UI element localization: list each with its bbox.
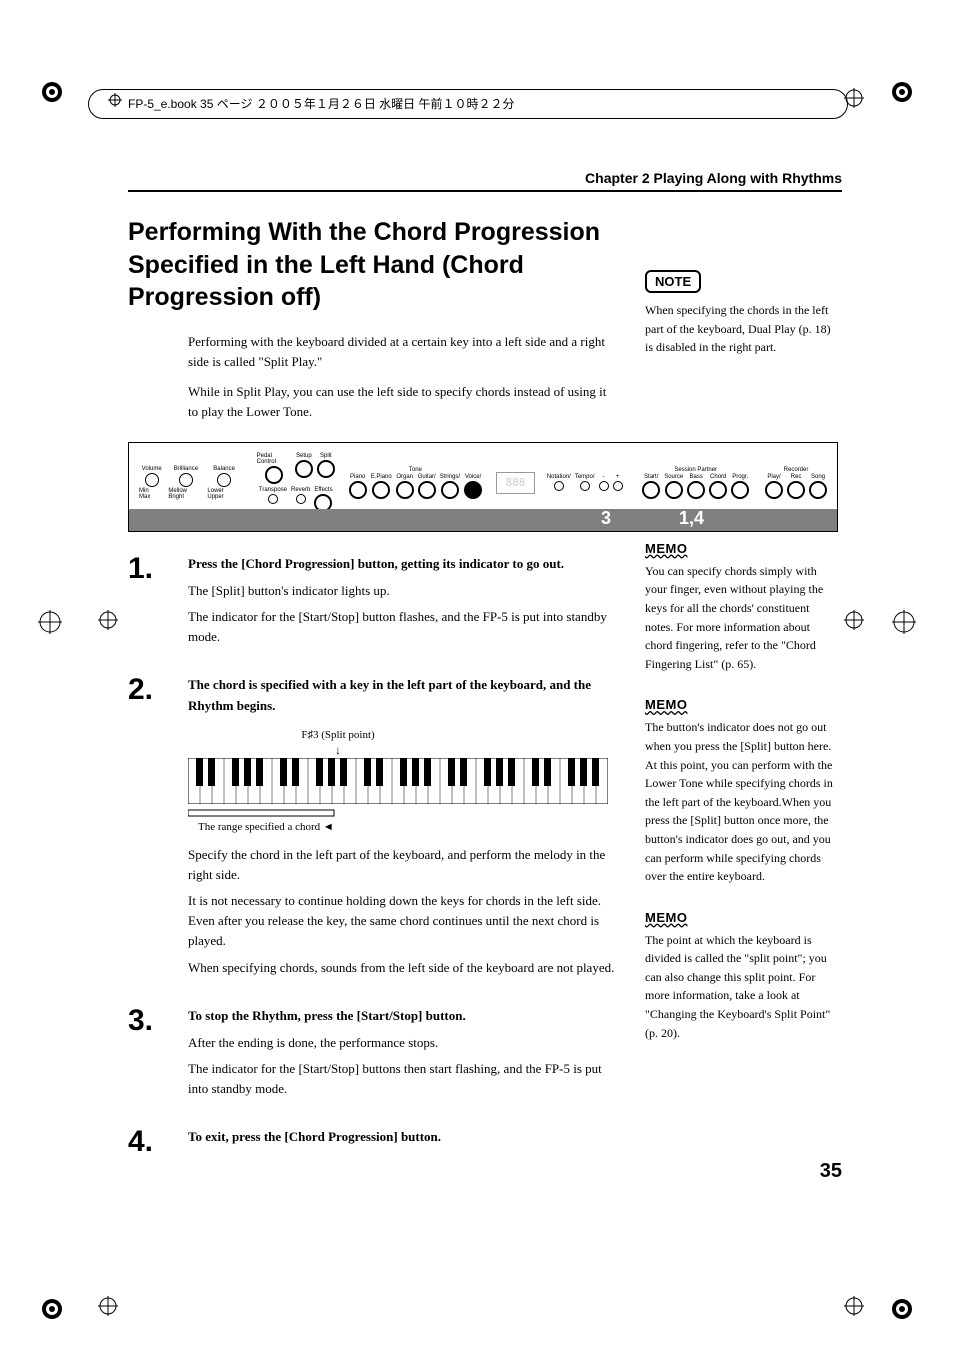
step-2-text-3: When specifying chords, sounds from the … bbox=[188, 958, 618, 978]
panel-label: Pedal Control bbox=[257, 453, 291, 465]
panel-callout-3: 3 bbox=[601, 508, 611, 529]
panel-display: 888 bbox=[496, 472, 535, 494]
section-title: Performing With the Chord Progression Sp… bbox=[128, 216, 608, 314]
panel-label: Notation/ bbox=[547, 474, 571, 480]
panel-label: Effects bbox=[314, 487, 332, 493]
memo-label-3: MEMO bbox=[645, 910, 835, 925]
step-2-text-1: Specify the chord in the left part of th… bbox=[188, 845, 618, 885]
memo-text-3: The point at which the keyboard is divid… bbox=[645, 931, 835, 1043]
step-1-text-2: The indicator for the [Start/Stop] butto… bbox=[188, 607, 618, 647]
memo-label-1: MEMO bbox=[645, 541, 835, 556]
panel-label: Tone bbox=[409, 467, 422, 473]
reg-mark-footer-left bbox=[98, 1296, 118, 1321]
memo-text-1: You can specify chords simply with your … bbox=[645, 562, 835, 674]
panel-label: Transpose bbox=[259, 487, 287, 493]
intro-block: Performing with the keyboard divided at … bbox=[188, 332, 618, 423]
step-2-lead: The chord is specified with a key in the… bbox=[188, 675, 618, 717]
panel-label: Split bbox=[320, 453, 332, 459]
memo-label-2: MEMO bbox=[645, 697, 835, 712]
panel-label: Reverb bbox=[291, 487, 310, 493]
reg-mark-header-right bbox=[844, 88, 864, 113]
panel-label: Piano bbox=[350, 474, 365, 480]
keyboard-icon bbox=[188, 758, 608, 804]
crop-mark-tr bbox=[888, 78, 916, 106]
step-3-lead: To stop the Rhythm, press the [Start/Sto… bbox=[188, 1006, 618, 1027]
section-title-line2: Specified in the Left Hand bbox=[128, 251, 435, 279]
panel-label: Organ bbox=[396, 474, 413, 480]
crop-mark-ml bbox=[38, 610, 62, 634]
step-4: 4. To exit, press the [Chord Progression… bbox=[128, 1127, 842, 1157]
step-3-text-2: The indicator for the [Start/Stop] butto… bbox=[188, 1059, 618, 1099]
panel-label: Brilliance bbox=[174, 466, 198, 472]
sidebar: NOTE When specifying the chords in the l… bbox=[645, 270, 835, 1066]
note-label: NOTE bbox=[645, 270, 701, 293]
panel-label: E.Piano bbox=[371, 474, 392, 480]
crop-mark-br bbox=[888, 1295, 916, 1323]
keyboard-figure: F♯3 (Split point) ↓ bbox=[188, 729, 618, 833]
panel-label: Setup bbox=[296, 453, 312, 459]
step-3-text-1: After the ending is done, the performanc… bbox=[188, 1033, 618, 1053]
reg-mark-right bbox=[844, 610, 864, 635]
step-4-lead: To exit, press the [Chord Progression] b… bbox=[188, 1127, 618, 1148]
crop-mark-bl bbox=[38, 1295, 66, 1323]
chapter-title: Chapter 2 Playing Along with Rhythms bbox=[128, 170, 842, 186]
intro-p1: Performing with the keyboard divided at … bbox=[188, 332, 618, 372]
panel-label: Balance bbox=[213, 466, 235, 472]
step-1-text-1: The [Split] button's indicator lights up… bbox=[188, 581, 618, 601]
keyboard-range-label: The range specified a chord ◄ bbox=[198, 821, 618, 833]
step-4-number: 4. bbox=[128, 1127, 188, 1157]
memo-text-2: The button's indicator does not go out w… bbox=[645, 718, 835, 885]
reg-mark-left bbox=[98, 610, 118, 635]
section-title-line1: Performing With the Chord Progression bbox=[128, 218, 600, 246]
step-1-number: 1. bbox=[128, 554, 188, 584]
note-text: When specifying the chords in the left p… bbox=[645, 301, 835, 357]
keyboard-split-label: F♯3 (Split point) bbox=[198, 729, 478, 741]
step-1-lead: Press the [Chord Progression] button, ge… bbox=[188, 554, 618, 575]
step-2-text-2: It is not necessary to continue holding … bbox=[188, 891, 618, 951]
crop-mark-mr bbox=[892, 610, 916, 634]
step-2-number: 2. bbox=[128, 675, 188, 705]
crop-mark-tl bbox=[38, 78, 66, 106]
page-number: 35 bbox=[820, 1160, 842, 1183]
step-3-number: 3. bbox=[128, 1006, 188, 1036]
panel-label: Tempo/ bbox=[575, 474, 595, 480]
header-border bbox=[88, 89, 848, 119]
panel-label: Volume bbox=[142, 466, 162, 472]
reg-mark-footer-right bbox=[844, 1296, 864, 1321]
intro-p2: While in Split Play, you can use the lef… bbox=[188, 382, 618, 422]
chapter-rule bbox=[128, 190, 842, 192]
